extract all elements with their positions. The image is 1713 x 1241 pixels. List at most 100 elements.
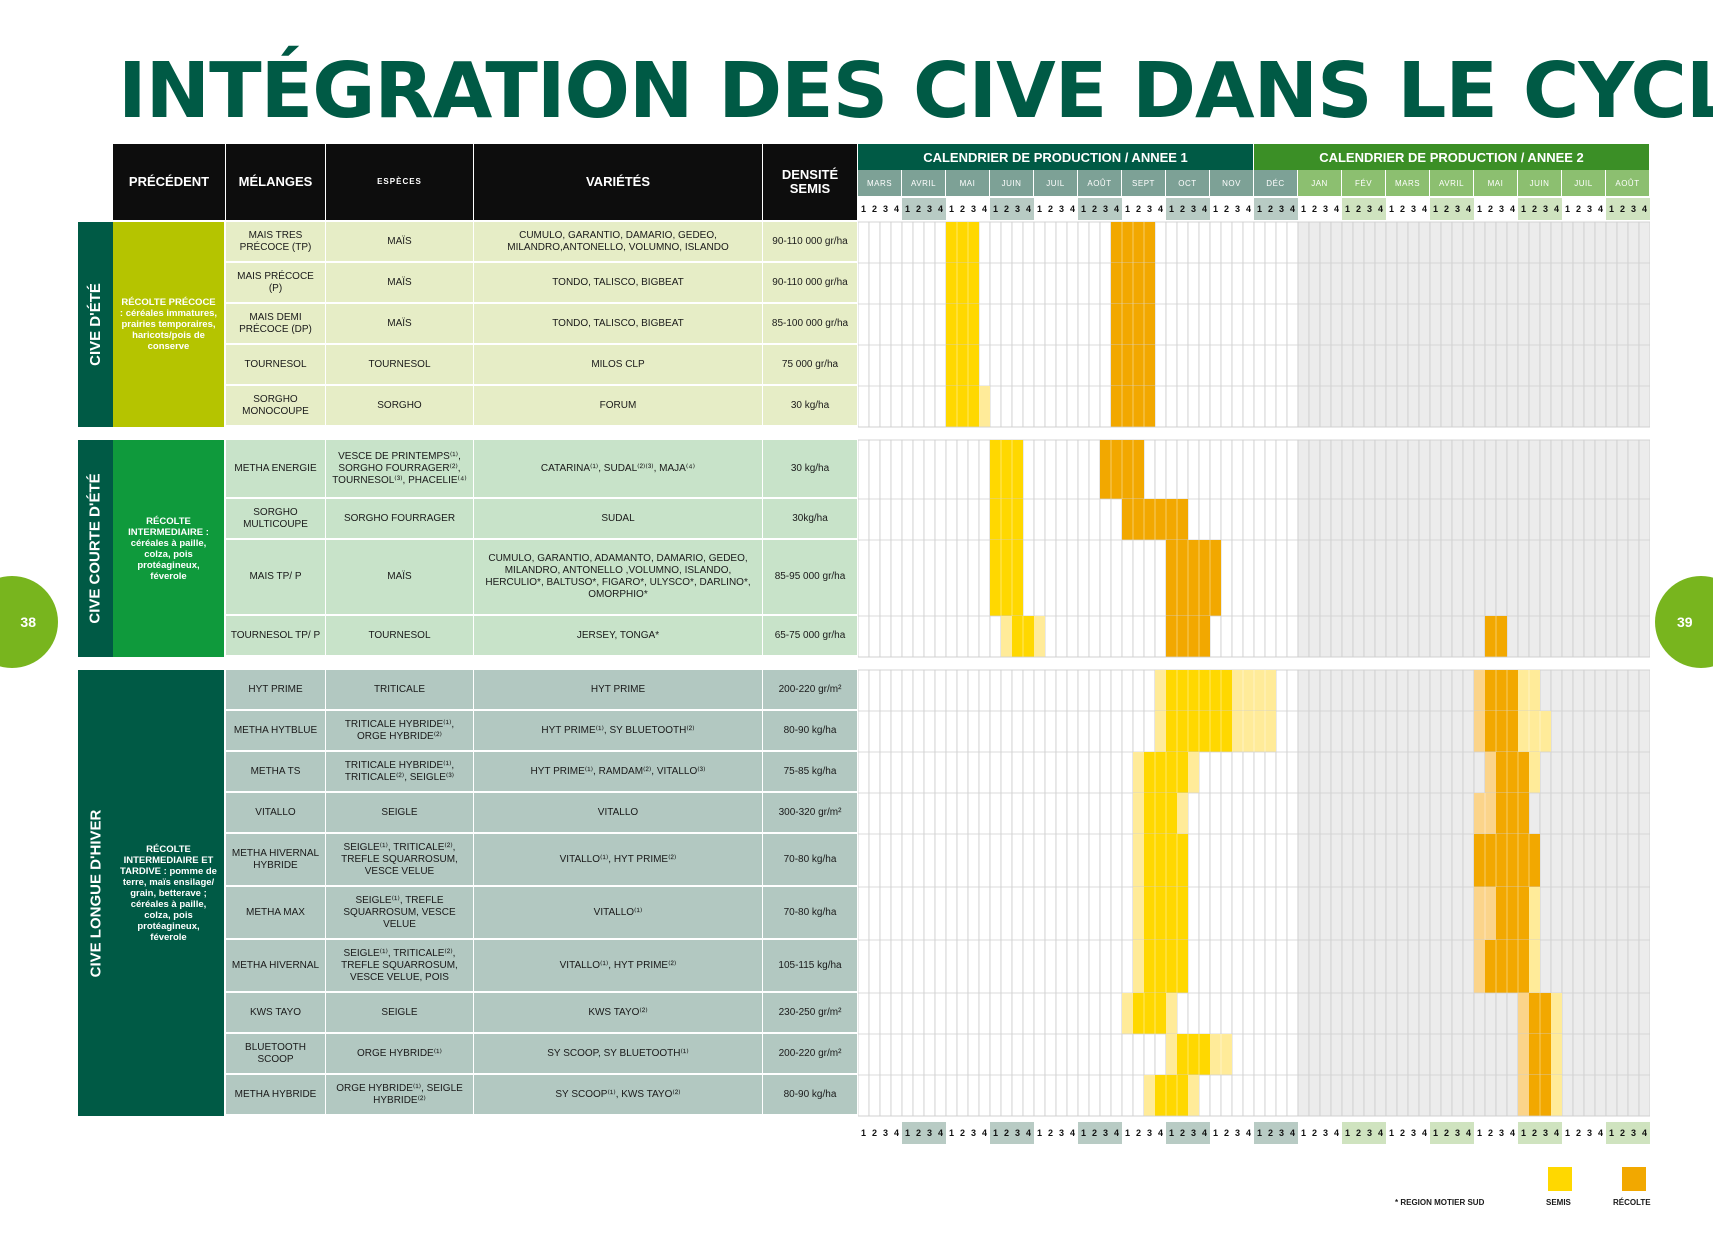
bar-recolte-light: [1518, 993, 1529, 1034]
week-top-38: 3: [1276, 198, 1287, 220]
week-bottom-55: 4: [1463, 1122, 1474, 1144]
week-top-34: 3: [1232, 198, 1243, 220]
calendar-cell-bg: [1539, 221, 1552, 428]
row-varietes: FORUM: [474, 386, 763, 427]
month-y2-11: FÉV: [1342, 170, 1386, 196]
row-varietes: TONDO, TALISCO, BIGBEAT: [474, 304, 763, 345]
week-top-62: 3: [1540, 198, 1551, 220]
legend-recolte-swatch: [1622, 1167, 1646, 1191]
calendar-cell-bg: [1044, 669, 1057, 1117]
calendar-cell-bg: [1154, 221, 1167, 428]
calendar-cell-bg: [1231, 439, 1244, 658]
week-bottom-34: 3: [1232, 1122, 1243, 1144]
calendar-cell-bg: [1506, 221, 1519, 428]
calendar-cell-bg: [901, 669, 914, 1117]
calendar-cell-bg: [890, 221, 903, 428]
page-number-left: 38: [0, 576, 58, 668]
bar-semis-light: [1188, 752, 1199, 793]
calendar-cell-bg: [1407, 221, 1420, 428]
week-bottom-28: 1: [1166, 1122, 1177, 1144]
week-top-43: 4: [1331, 198, 1342, 220]
section-band-0: CIVE D'ÉTÉ: [78, 222, 113, 427]
calendar-cell-bg: [1297, 439, 1310, 658]
week-top-57: 2: [1485, 198, 1496, 220]
row-varietes: VITALLO: [474, 793, 763, 834]
row-espece: TRITICALE: [326, 670, 474, 711]
week-top-61: 2: [1529, 198, 1540, 220]
week-top-46: 3: [1364, 198, 1375, 220]
week-top-14: 3: [1012, 198, 1023, 220]
calendar-cell-bg: [1275, 669, 1288, 1117]
calendar-cell-bg: [1121, 669, 1134, 1117]
legend-recolte-label: RÉCOLTE: [1613, 1198, 1651, 1207]
calendar-cell-bg: [1264, 221, 1277, 428]
row-varietes: CUMULO, GARANTIO, DAMARIO, GEDEO, MILAND…: [474, 222, 763, 263]
calendar-cell-bg: [1407, 669, 1420, 1117]
week-top-12: 1: [990, 198, 1001, 220]
week-top-35: 4: [1243, 198, 1254, 220]
calendar-cell-bg: [1594, 221, 1607, 428]
bar-semis-light: [979, 386, 990, 427]
week-bottom-29: 2: [1177, 1122, 1188, 1144]
calendar-cell-bg: [1286, 439, 1299, 658]
calendar-cell-bg: [1583, 669, 1596, 1117]
row-espece: SORGHO FOURRAGER: [326, 499, 474, 540]
calendar-cell-bg: [1319, 221, 1332, 428]
week-top-51: 4: [1419, 198, 1430, 220]
week-bottom-17: 2: [1045, 1122, 1056, 1144]
bar-semis-light: [1133, 752, 1144, 793]
calendar-cell-bg: [923, 669, 936, 1117]
week-bottom-49: 2: [1397, 1122, 1408, 1144]
row-varietes: JERSEY, TONGA*: [474, 616, 763, 657]
page-number-right: 39: [1655, 576, 1713, 668]
calendar-cell-bg: [945, 669, 958, 1117]
calendar-cell-bg: [858, 221, 870, 428]
week-top-8: 1: [946, 198, 957, 220]
week-top-17: 2: [1045, 198, 1056, 220]
row-densite: 85-100 000 gr/ha: [763, 304, 858, 345]
calendar-cell-bg: [1000, 669, 1013, 1117]
calendar-cell-bg: [1561, 221, 1574, 428]
row-espece: VESCE DE PRINTEMPS⁽¹⁾, SORGHO FOURRAGER⁽…: [326, 440, 474, 499]
week-bottom-46: 3: [1364, 1122, 1375, 1144]
month-y2-14: MAI: [1474, 170, 1518, 196]
calendar-cell-bg: [967, 439, 980, 658]
week-top-0: 1: [858, 198, 869, 220]
calendar-cell-bg: [1627, 439, 1640, 658]
calendar-cell-bg: [1209, 221, 1222, 428]
bar-semis-light: [1133, 834, 1144, 887]
week-top-26: 3: [1144, 198, 1155, 220]
calendar-cell-bg: [1495, 221, 1508, 428]
row-densite: 65-75 000 gr/ha: [763, 616, 858, 657]
calendar-cell-bg: [1440, 669, 1453, 1117]
week-top-65: 2: [1573, 198, 1584, 220]
week-top-16: 1: [1034, 198, 1045, 220]
month-y1-3: JUIN: [990, 170, 1034, 196]
calendar-cell-bg: [1033, 221, 1046, 428]
calendar-cell-bg: [1506, 439, 1519, 658]
section-precedent-1: RÉCOLTE INTERMEDIAIRE : céréales à paill…: [113, 440, 226, 657]
calendar-cell-bg: [1011, 221, 1024, 428]
week-bottom-41: 2: [1309, 1122, 1320, 1144]
calendar-cell-bg: [978, 439, 991, 658]
bar-recolte: [1485, 711, 1518, 752]
calendar-cell-bg: [1451, 221, 1464, 428]
week-bottom-43: 4: [1331, 1122, 1342, 1144]
week-bottom-25: 2: [1133, 1122, 1144, 1144]
row-varietes: VITALLO⁽¹⁾, HYT PRIME⁽²⁾: [474, 940, 763, 993]
week-bottom-18: 3: [1056, 1122, 1067, 1144]
bar-recolte-light: [1485, 752, 1496, 793]
week-bottom-13: 2: [1001, 1122, 1012, 1144]
row-melange: METHA ENERGIE: [226, 440, 326, 499]
calendar-cell-bg: [1583, 221, 1596, 428]
bar-semis: [946, 345, 979, 386]
calendar-cell-bg: [1286, 669, 1299, 1117]
calendar-cell-bg: [1352, 669, 1365, 1117]
calendar-cell-bg: [1385, 221, 1398, 428]
row-densite: 80-90 kg/ha: [763, 711, 858, 752]
calendar-cell-bg: [1572, 439, 1585, 658]
week-top-40: 1: [1298, 198, 1309, 220]
calendar-cell-bg: [1418, 221, 1431, 428]
week-top-39: 4: [1287, 198, 1298, 220]
week-bottom-52: 1: [1430, 1122, 1441, 1144]
